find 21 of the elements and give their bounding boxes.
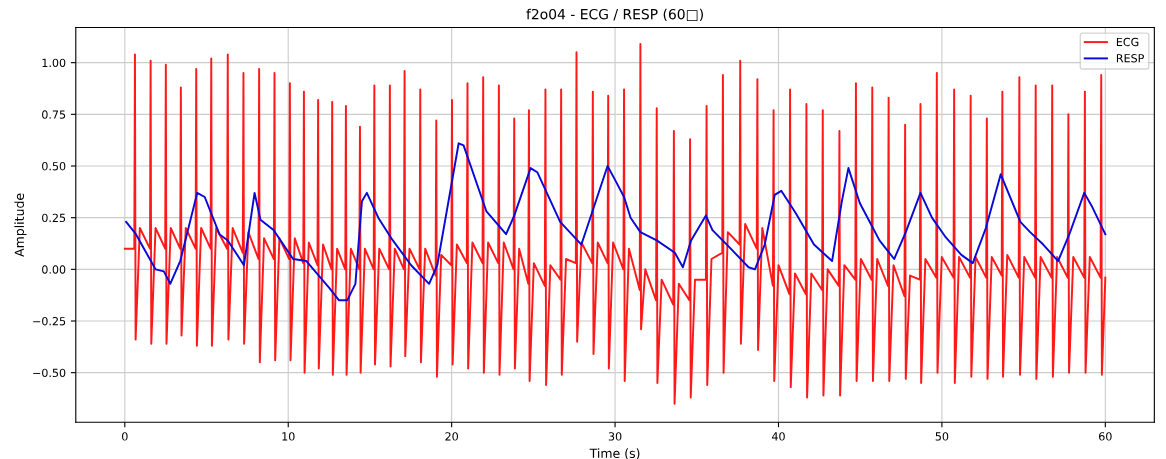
line-series xyxy=(123,43,1107,405)
y-tick-label: 0.75 xyxy=(42,110,66,119)
x-tick-label: 40 xyxy=(771,432,785,441)
y-tick-label: 1.00 xyxy=(42,58,66,68)
y-tick-label: 0.00 xyxy=(42,265,66,274)
y-tick-label: 0.25 xyxy=(42,213,66,223)
y-tick-label: −0.25 xyxy=(33,316,66,326)
x-tick-label: 60 xyxy=(1099,432,1112,441)
x-tick-label: 50 xyxy=(935,432,949,441)
chart-title: f2o04 - ECG / RESP (60□) xyxy=(526,8,703,22)
y-axis-title: Amplitude xyxy=(14,193,27,257)
x-tick-label: 10 xyxy=(282,432,295,441)
x-tick-label: 20 xyxy=(445,432,458,441)
line-series xyxy=(125,142,1107,302)
x-tick-label: 0 xyxy=(122,432,128,441)
x-tick-label: 30 xyxy=(608,432,622,441)
y-tick-label: −0.50 xyxy=(33,368,66,378)
x-axis-title: Time (s) xyxy=(589,448,640,459)
legend-label: RESP xyxy=(1116,54,1144,63)
y-tick-label: 0.50 xyxy=(42,161,66,171)
legend-label: ECG xyxy=(1116,37,1139,47)
